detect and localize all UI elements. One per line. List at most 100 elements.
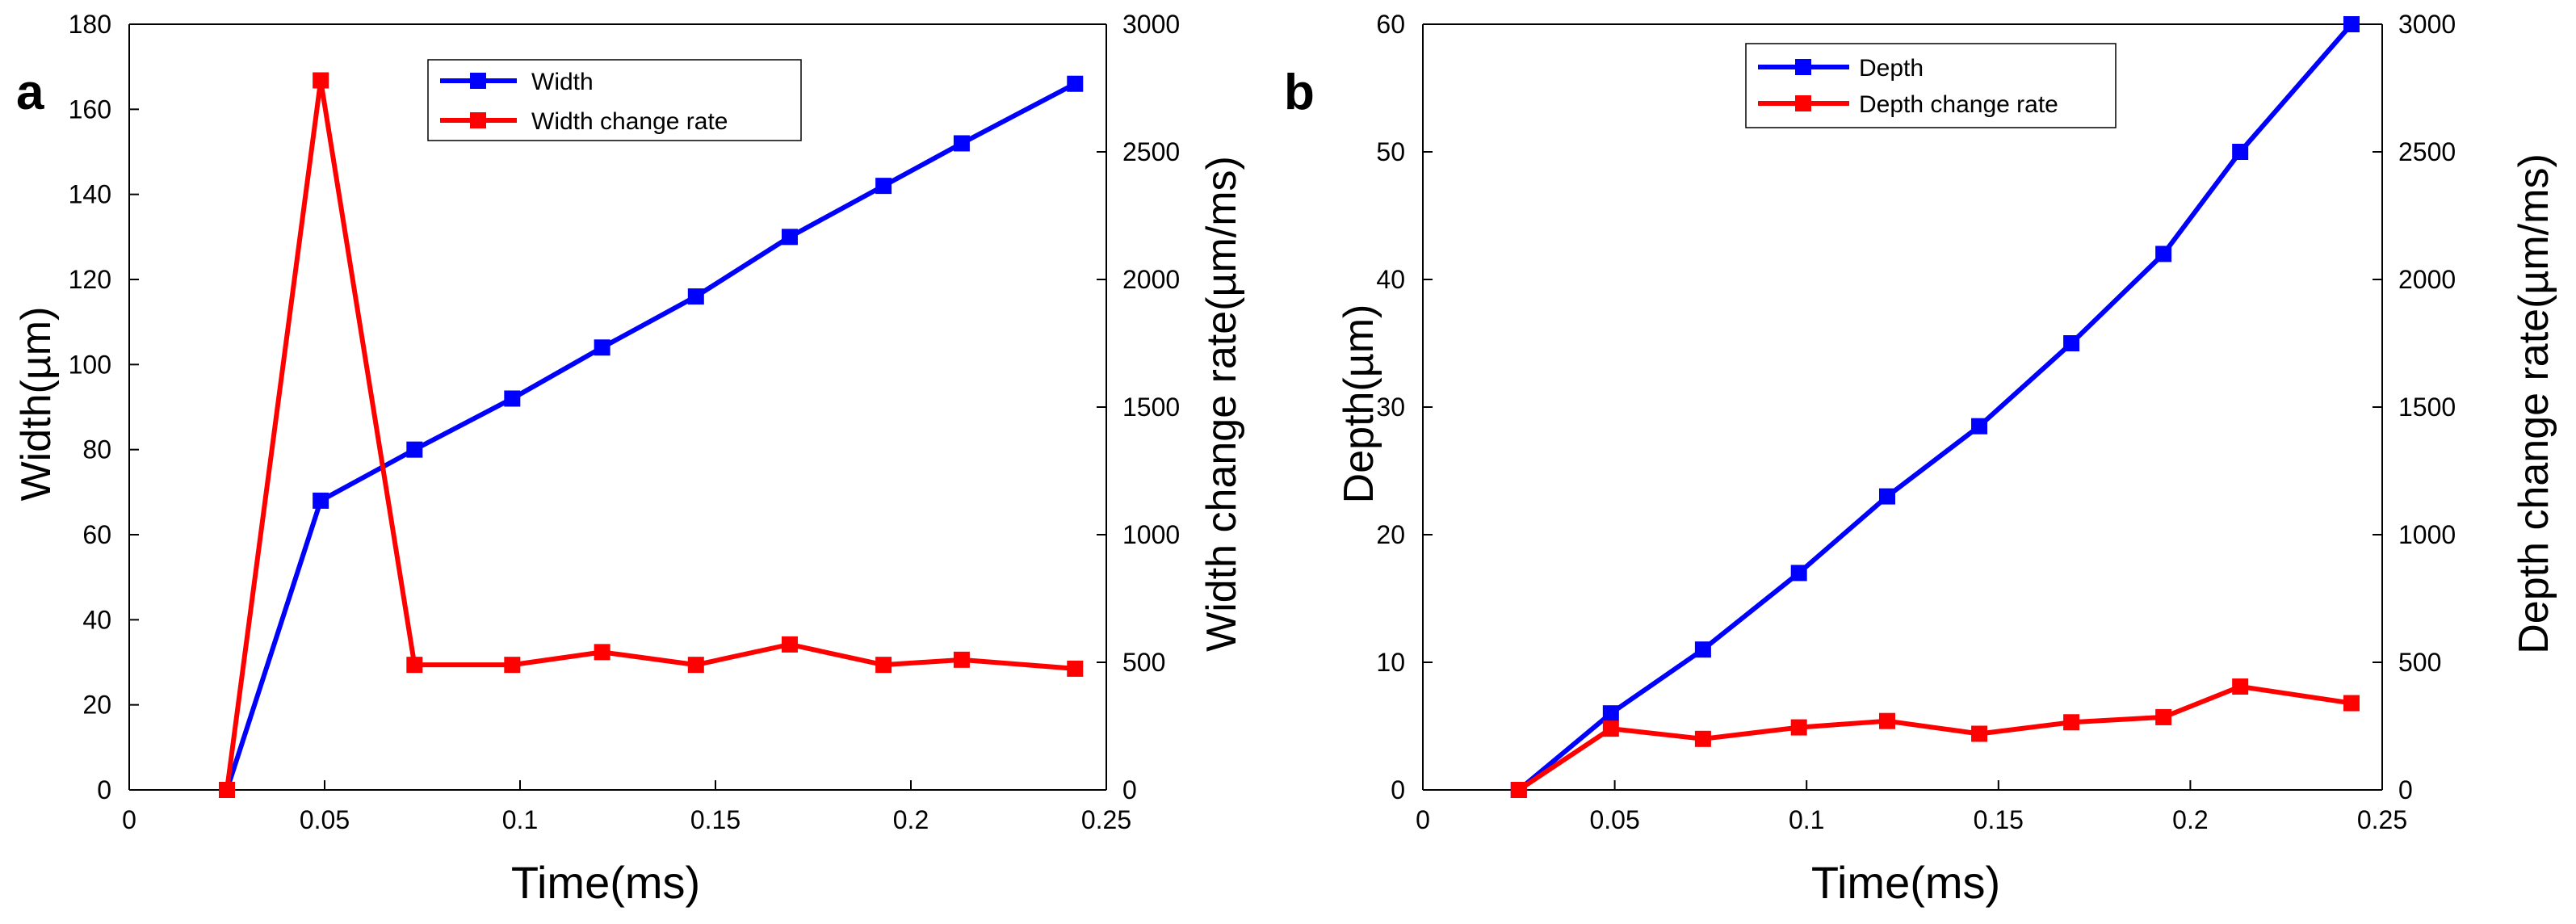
panel-a-x-tick-label: 0.05 [300,805,350,834]
panel-b-y-left-tick-label: 10 [1376,648,1405,677]
panel-b-depth-change-rate-point [1602,720,1619,737]
panel-a-y-right-tick-label: 0 [1122,775,1137,804]
panel-a-x-tick-label: 0.15 [690,805,740,834]
panel-b-depth-point [2343,16,2360,32]
panel-a-y-right-tick-label: 3000 [1122,10,1180,39]
panel-b-depth-point [1790,565,1807,582]
panel-b-x-tick-label: 0.2 [2172,805,2208,834]
panel-b-y-right-tick-label: 2500 [2398,137,2456,166]
panel-b-x-tick-label: 0 [1416,805,1430,834]
panel-b-depth-point [2063,335,2080,351]
panel-b-depth-point [1878,488,1895,505]
panel-a-width-change-rate-point [219,782,235,798]
panel-a-x-tick-label: 0 [122,805,136,834]
panel-b-depth-point [1602,705,1619,722]
panel-b-y-left-tick-label: 30 [1376,393,1405,422]
panel-b-depth-point [2155,246,2172,262]
panel-a-y-right-tick-label: 1500 [1122,393,1180,422]
panel-a-right-axis-label: Width change rate(µm/ms) [1198,156,1245,652]
panel-b-depth-change-rate-point [1878,712,1895,729]
panel-a-x-tick-label: 0.1 [502,805,538,834]
panel-b-depth-point [2232,144,2249,160]
panel-b-legend-label-depth: Depth [1859,55,1924,82]
panel-a-width-change-rate-point [687,657,704,674]
panel-a: a 0 0.05 0.1 0.15 0.2 0.250204060801001201401… [13,10,1245,908]
panel-a-ticks: 0 0.05 0.1 0.15 0.2 0.25020406080100120140160… [69,10,1181,834]
panel-b-y-left-tick-label: 60 [1376,10,1405,39]
panel-b-depth-change-rate-point [2343,695,2360,712]
panel-a-width-line [224,82,1076,791]
panel-a-y-left-tick-label: 120 [69,265,111,294]
panel-b-depth-change-rate-point [2232,678,2249,695]
panel-b-depth-line [1517,23,2354,792]
panel-a-width-change-rate-point [406,657,423,674]
panel-a-legend-marker-width [470,73,486,89]
panel-b-legend-label-rate: Depth change rate [1859,91,2058,118]
panel-a-width-change-rate-point [504,657,521,674]
panel-a-legend-label-rate: Width change rate [531,108,728,135]
panel-b-depth-change-rate-point [1971,725,1988,742]
panel-a-y-left-tick-label: 100 [69,350,111,379]
panel-a-width-point [687,288,704,305]
panel-a-width-change-rate-point [594,644,610,661]
panel-a-y-left-tick-label: 20 [82,691,111,720]
panel-b-y-right-tick-label: 3000 [2398,10,2456,39]
panel-a-y-right-tick-label: 2000 [1122,265,1180,294]
panel-b-y-left-tick-label: 40 [1376,265,1405,294]
panel-a-legend-box [427,59,802,141]
panel-a-y-left-tick-label: 180 [69,10,111,39]
panel-b-label: b [1284,65,1315,120]
panel-a-width-point [781,229,798,246]
panel-a-label: a [16,65,44,120]
panel-a-y-left-tick-label: 40 [82,605,111,634]
panel-b-series [1510,16,2360,798]
panel-b-y-left-tick-label: 50 [1376,137,1405,166]
panel-a-x-axis-label: Time(ms) [511,857,700,908]
panel-a-legend-label-width: Width [531,69,594,95]
panel-a-y-left-tick-label: 80 [82,435,111,464]
panel-b-x-tick-label: 0.15 [1974,805,2024,834]
panel-a-series [219,72,1084,798]
panel-a-width-point [1067,75,1084,92]
panel-b-depth-change-rate-point [2155,708,2172,725]
panel-a-width-point [406,441,423,458]
panel-a-y-right-tick-label: 1000 [1122,520,1180,549]
panel-b-y-right-tick-label: 0 [2398,775,2413,804]
panel-a-legend-marker-rate [470,112,486,128]
panel-a-legend: Width Width change rate [427,59,802,141]
panel-b-x-axis-label: Time(ms) [1811,857,2000,908]
panel-a-y-left-tick-label: 160 [69,94,111,124]
panel-b-y-right-tick-label: 1500 [2398,393,2456,422]
panel-a-width-change-rate-line [224,78,1076,791]
panel-a-y-left-tick-label: 60 [82,520,111,549]
panel-b-x-tick-label: 0.25 [2357,805,2407,834]
panel-b-y-right-tick-label: 500 [2398,648,2441,677]
panel-a-width-point [313,492,329,509]
panel-b-x-tick-label: 0.05 [1589,805,1639,834]
panel-b-ticks: 0 0.05 0.1 0.15 0.2 0.25010203040506005001000… [1376,10,2456,834]
panel-b-depth-point [1971,418,1988,435]
panel-b-legend-marker-rate [1795,95,1811,111]
panel-a-width-point [504,390,521,407]
panel-b-legend: Depth Depth change rate [1745,43,2117,128]
panel-b-legend-marker-depth [1795,59,1811,75]
panel-b-y-right-tick-label: 2000 [2398,265,2456,294]
panel-a-width-point [594,339,610,356]
panel-a-width-point [953,135,970,152]
panel-a-width-point [875,178,892,195]
panel-a-y-right-tick-label: 500 [1122,648,1165,677]
panel-b: b 0 0.05 0.1 0.15 0.2 0.250102030405060050010… [1284,10,2557,908]
panel-b-right-axis-label: Depth change rate(µm/ms) [2511,153,2557,654]
panel-b-depth-change-rate-point [1694,730,1711,747]
panel-b-y-left-tick-label: 0 [1391,775,1405,804]
panel-b-axes [1422,23,2383,791]
panel-b-depth-change-rate-point [1790,719,1807,736]
panel-a-x-tick-label: 0.25 [1081,805,1131,834]
panel-b-left-axis-label: Depth(µm) [1336,304,1382,504]
panel-a-x-tick-label: 0.2 [893,805,929,834]
panel-a-y-right-tick-label: 2500 [1122,137,1180,166]
panel-b-y-right-tick-label: 1000 [2398,520,2456,549]
panel-a-width-change-rate-point [313,72,329,89]
panel-a-y-left-tick-label: 140 [69,180,111,209]
